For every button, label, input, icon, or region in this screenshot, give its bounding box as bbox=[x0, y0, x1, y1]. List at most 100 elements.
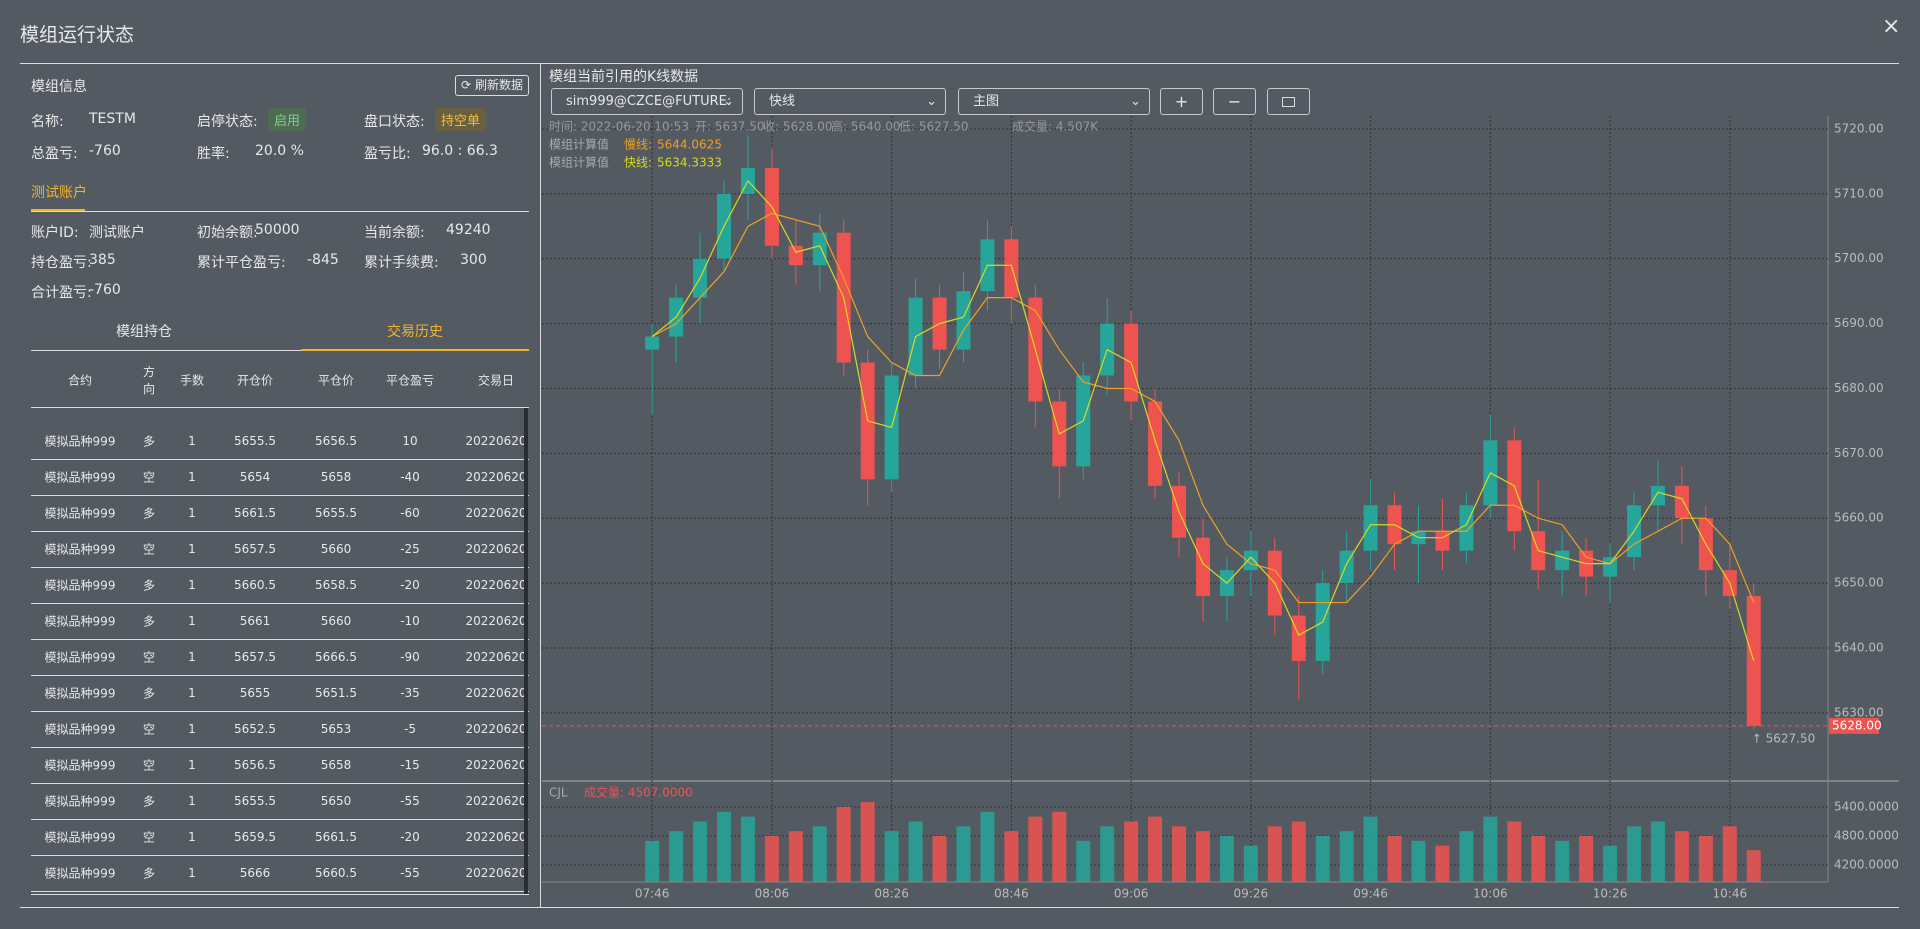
ma-line bbox=[651, 179, 1755, 662]
table-cell: 空 bbox=[142, 470, 156, 485]
table-cell: 5655 bbox=[239, 686, 271, 700]
table-cell: 1 bbox=[188, 470, 196, 484]
icon bbox=[1282, 97, 1295, 107]
volume-bar bbox=[1315, 836, 1330, 882]
price-tag-label: 5628.00 bbox=[1832, 718, 1882, 732]
table-cell: 5655.5 bbox=[315, 506, 357, 520]
volume-bar bbox=[860, 802, 875, 882]
table-cell: 模拟品种999 bbox=[44, 434, 116, 449]
row-line bbox=[31, 603, 529, 604]
table-cell: -60 bbox=[400, 506, 420, 520]
volume-bar bbox=[884, 831, 899, 882]
close-button[interactable]: × bbox=[1882, 14, 1901, 39]
legend-value: 5634.3333 bbox=[657, 156, 722, 170]
candle-body bbox=[956, 291, 971, 350]
field-label: 累计手续费: bbox=[364, 255, 439, 271]
tab[interactable]: 模组持仓 bbox=[116, 324, 172, 340]
table-body: 模拟品种999 多 1 5655.5 5656.5 10 20220620 模拟品种999 空 1… bbox=[31, 408, 529, 894]
volume-bar bbox=[1435, 845, 1450, 882]
table-cell: 1 bbox=[188, 830, 196, 844]
table-cell: 多 bbox=[142, 578, 156, 593]
account-tab[interactable]: 测试账户 bbox=[31, 185, 87, 201]
row-line bbox=[31, 567, 529, 568]
ohlc-info: 低: 5627.50 bbox=[899, 120, 968, 134]
table-cell: 模拟品种999 bbox=[44, 614, 116, 629]
table-cell: 5658 bbox=[320, 758, 352, 772]
legend-name: 快线: bbox=[624, 156, 652, 170]
table-cell: 5652.5 bbox=[234, 722, 276, 736]
select[interactable]: sim999@CZCE@FUTURE: ⌄ bbox=[551, 88, 743, 115]
table-cell: -15 bbox=[400, 758, 420, 772]
table-cell: -20 bbox=[400, 578, 420, 592]
divider bbox=[31, 211, 529, 212]
dialog-title: 模组运行状态 bbox=[20, 24, 135, 46]
field-label: 账户ID: bbox=[31, 225, 79, 241]
field-label: 合计盈亏: bbox=[31, 285, 92, 301]
field-label: 累计平仓盈亏: bbox=[197, 255, 286, 271]
field-label: 胜率: bbox=[197, 146, 230, 162]
table-cell: 10 bbox=[402, 434, 418, 448]
field-label: 持仓盈亏: bbox=[31, 255, 92, 271]
field-value: 50000 bbox=[255, 222, 300, 238]
table-cell: 5659.5 bbox=[234, 830, 276, 844]
table-cell: 模拟品种999 bbox=[44, 794, 116, 809]
table-cell: 1 bbox=[188, 506, 196, 520]
table-cell: 1 bbox=[188, 434, 196, 448]
volume-bar bbox=[1507, 821, 1522, 882]
select[interactable]: 快线 ⌄ bbox=[754, 88, 946, 115]
y-tick-label: 5700.00 bbox=[1834, 251, 1884, 265]
row-line bbox=[31, 531, 529, 532]
y-tick-label: 5690.00 bbox=[1834, 316, 1884, 330]
table-cell: 5658 bbox=[320, 470, 352, 484]
candle-body bbox=[1674, 485, 1689, 519]
refresh-button[interactable]: ⟳ 刷新数据 bbox=[455, 75, 529, 96]
divider bbox=[31, 407, 529, 408]
x-tick-label: 10:46 bbox=[1713, 887, 1748, 901]
scrollbar[interactable] bbox=[524, 408, 528, 894]
zoom-out[interactable]: − bbox=[1213, 88, 1256, 115]
table-cell: 5661.5 bbox=[315, 830, 357, 844]
zoom-in[interactable]: + bbox=[1160, 88, 1203, 115]
status-tag: 启用 bbox=[268, 108, 307, 131]
table-cell: 20220620 bbox=[465, 794, 527, 808]
table-cell: 模拟品种999 bbox=[44, 470, 116, 485]
table-cell: 5654 bbox=[239, 470, 271, 484]
table-cell: 5666.5 bbox=[315, 650, 357, 664]
table-cell: 5657.5 bbox=[234, 650, 276, 664]
x-tick-label: 08:26 bbox=[874, 887, 909, 901]
row-line bbox=[31, 639, 529, 640]
table-cell: 5656.5 bbox=[315, 434, 357, 448]
x-tick-label: 10:06 bbox=[1473, 887, 1508, 901]
y-tick-label: 4200.0000 bbox=[1834, 858, 1899, 872]
table-cell: 5657.5 bbox=[234, 542, 276, 556]
field-value: -760 bbox=[89, 282, 121, 298]
candle-body bbox=[1603, 557, 1618, 577]
volume-bar bbox=[1698, 836, 1713, 882]
select[interactable]: 主图 ⌄ bbox=[958, 88, 1150, 115]
row-line bbox=[31, 675, 529, 676]
reset-button[interactable] bbox=[1267, 88, 1310, 115]
table-cell: 多 bbox=[142, 866, 156, 881]
table-cell: -55 bbox=[400, 794, 420, 808]
tab-underline bbox=[301, 349, 529, 351]
table-cell: 模拟品种999 bbox=[44, 578, 116, 593]
table-cell: 1 bbox=[188, 686, 196, 700]
field-value: 96.0 : 66.3 bbox=[422, 143, 498, 159]
ohlc-info: 开: 5637.50 bbox=[695, 120, 764, 134]
column-header: 平仓盈亏 bbox=[385, 373, 434, 388]
table-cell: 1 bbox=[188, 650, 196, 664]
row-line bbox=[31, 459, 529, 460]
select-text: 主图 bbox=[973, 94, 1000, 109]
table-cell: 空 bbox=[142, 542, 156, 557]
field-label: 盈亏比: bbox=[364, 146, 411, 162]
tab-active[interactable]: 交易历史 bbox=[387, 324, 443, 340]
candle-body bbox=[1363, 505, 1378, 551]
candle-body bbox=[1195, 537, 1210, 597]
volume-bar bbox=[1028, 816, 1043, 882]
table-cell: 5655.5 bbox=[234, 794, 276, 808]
tab-underline bbox=[31, 209, 85, 211]
y-tick-label: 5670.00 bbox=[1834, 446, 1884, 460]
volume-bar bbox=[1172, 826, 1187, 882]
refresh-icon: ⟳ bbox=[461, 78, 472, 92]
